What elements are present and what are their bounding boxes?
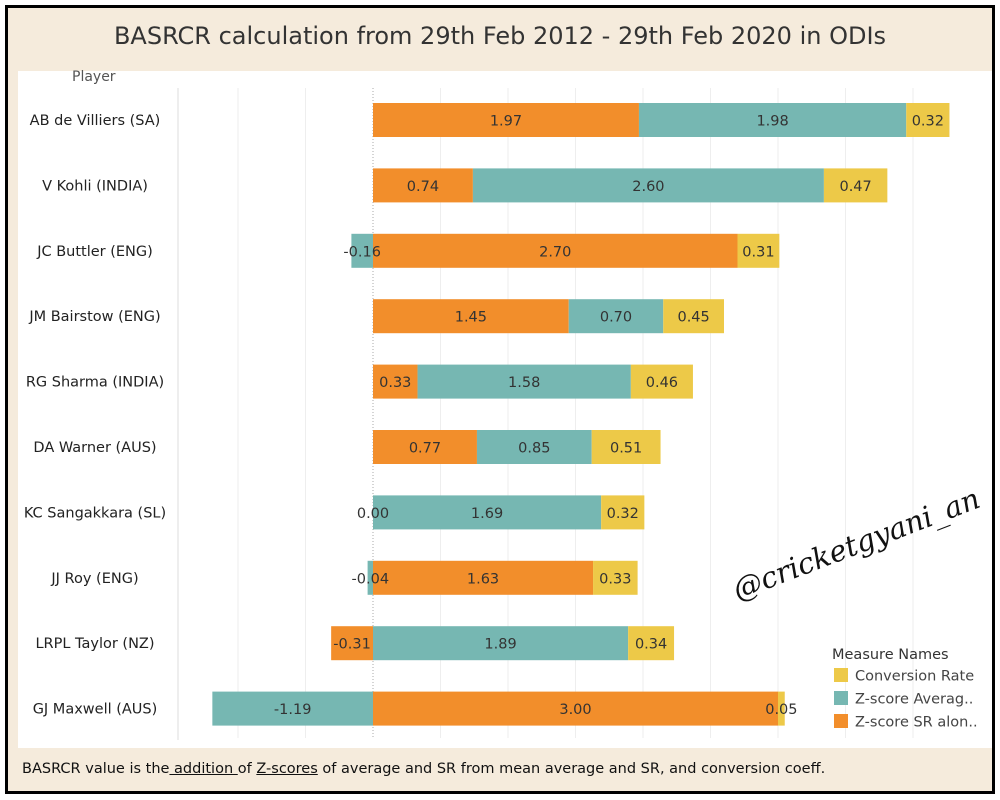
data-label: 1.98 xyxy=(756,114,788,130)
category-label: LRPL Taylor (NZ) xyxy=(35,636,154,652)
bar-segment xyxy=(568,299,664,334)
legend-swatch xyxy=(834,691,848,705)
category-label: GJ Maxwell (AUS) xyxy=(33,702,158,718)
data-label: -0.04 xyxy=(352,571,390,587)
bar-segment xyxy=(373,103,639,137)
category-label: JJ Roy (ENG) xyxy=(50,571,138,587)
data-label: 1.63 xyxy=(467,571,499,587)
footnote-text-2: of xyxy=(237,761,257,777)
data-label: 0.33 xyxy=(599,571,631,587)
bar-segment xyxy=(351,233,373,268)
data-label: 0.45 xyxy=(677,310,709,326)
category-label: DA Warner (AUS) xyxy=(33,440,156,456)
data-label: 0.00 xyxy=(357,506,389,522)
bar-segment xyxy=(373,168,473,203)
bar-segment xyxy=(663,299,724,334)
data-label: 0.32 xyxy=(607,506,639,522)
bar-segment xyxy=(212,691,373,726)
data-label: 1.97 xyxy=(490,114,522,130)
footnote-zscores: Z-scores xyxy=(256,761,318,777)
category-label: V Kohli (INDIA) xyxy=(42,178,148,194)
data-label: 0.31 xyxy=(742,244,774,260)
bar-segment xyxy=(373,560,594,595)
bar-segment xyxy=(331,626,373,661)
legend-swatch xyxy=(834,714,848,728)
chart-footnote: BASRCR value is the addition of Z-scores… xyxy=(22,761,825,777)
legend-swatch xyxy=(834,668,848,682)
bar-segment xyxy=(630,364,693,399)
data-label: 0.85 xyxy=(518,441,550,457)
legend-entry: Conversion Rate xyxy=(855,669,974,685)
data-label: 0.77 xyxy=(409,441,441,457)
bar-segment xyxy=(373,495,602,530)
bar-segment xyxy=(638,103,907,137)
bar-segment xyxy=(591,430,661,464)
bar-segment xyxy=(593,560,638,595)
bar-segment xyxy=(778,691,785,726)
bar-segment xyxy=(373,430,477,464)
bar-segment xyxy=(367,560,373,595)
legend-title: Measure Names xyxy=(832,647,949,663)
data-label: 0.05 xyxy=(765,702,797,718)
data-label: 0.33 xyxy=(379,375,411,391)
data-label: -0.16 xyxy=(343,244,381,260)
data-label: -1.19 xyxy=(274,702,312,718)
data-label: 0.34 xyxy=(635,637,667,653)
data-label: 0.74 xyxy=(407,179,439,195)
data-label: 1.69 xyxy=(471,506,503,522)
bar-segment xyxy=(472,168,824,203)
bar-segment xyxy=(373,299,569,334)
bar-segment xyxy=(373,233,738,268)
data-label: 0.46 xyxy=(646,375,678,391)
footnote-text-1: BASRCR value is the xyxy=(22,761,170,777)
bar-segment xyxy=(628,626,675,661)
bar-segment xyxy=(601,495,645,530)
data-label: -0.31 xyxy=(333,637,371,653)
bar-segment xyxy=(476,430,592,464)
data-label: 0.47 xyxy=(839,179,871,195)
category-label: AB de Villiers (SA) xyxy=(30,113,161,129)
bar-segment xyxy=(373,364,418,399)
data-label: 3.00 xyxy=(559,702,591,718)
data-label: 1.45 xyxy=(455,310,487,326)
chart-title: BASRCR calculation from 29th Feb 2012 - … xyxy=(113,22,887,50)
category-label: JC Buttler (ENG) xyxy=(36,244,153,260)
data-label: 0.32 xyxy=(912,114,944,130)
category-label: RG Sharma (INDIA) xyxy=(26,375,164,391)
footnote-text-3: of average and SR from mean average and … xyxy=(317,761,826,777)
bar-segment xyxy=(906,103,950,137)
category-label: KC Sangakkara (SL) xyxy=(24,505,166,521)
bar-segment xyxy=(823,168,888,203)
y-axis-label: Player xyxy=(72,69,116,85)
bar-segment xyxy=(373,691,778,726)
bar-segment xyxy=(737,233,780,268)
legend-entry: Z-score Averag.. xyxy=(855,692,973,708)
bar-segment xyxy=(417,364,631,399)
data-label: 0.51 xyxy=(610,441,642,457)
data-label: 0.70 xyxy=(600,310,632,326)
data-label: 2.60 xyxy=(632,179,664,195)
data-label: 1.89 xyxy=(484,637,516,653)
legend-entry: Z-score SR alon.. xyxy=(855,715,978,731)
category-label: JM Bairstow (ENG) xyxy=(28,309,160,325)
data-label: 1.58 xyxy=(508,375,540,391)
footnote-addition: addition xyxy=(169,761,238,777)
bar-segment xyxy=(373,626,629,661)
data-label: 2.70 xyxy=(539,244,571,260)
